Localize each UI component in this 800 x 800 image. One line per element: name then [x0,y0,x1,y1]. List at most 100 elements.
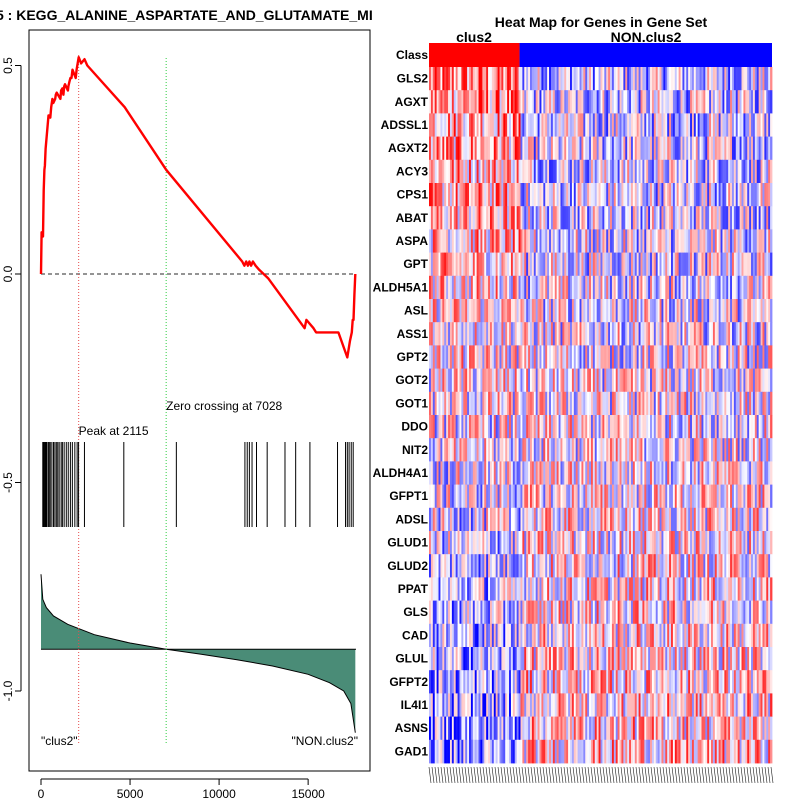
heatmap-cell [617,484,620,509]
heatmap-cell [604,600,607,625]
heatmap-cell [672,159,676,184]
heatmap-cell [484,136,487,161]
heatmap-cell [493,252,497,277]
heatmap-cell [539,670,542,694]
heatmap-cell [583,159,586,184]
heatmap-cell [768,275,771,300]
heatmap-cell [467,623,470,648]
heatmap-cell [621,647,624,671]
heatmap-cell [640,299,643,323]
heatmap-cell [451,183,455,207]
heatmap-cell [484,623,487,648]
heatmap-cell [596,206,599,230]
heatmap-cell [531,554,535,578]
heatmap-cell [562,554,565,578]
heatmap-cell [594,554,598,578]
heatmap-cell [596,368,599,393]
heatmap-cell [650,299,653,323]
heatmap-cell [621,67,624,91]
heatmap-cell [671,531,674,555]
heatmap-cell [516,600,519,625]
heatmap-cell [644,113,647,137]
heatmap-cell [457,461,460,485]
heatmap-cell [529,90,533,114]
heatmap-cell [579,90,582,114]
heatmap-cell [461,461,464,485]
heatmap-cell [728,136,731,161]
heatmap-cell [714,577,718,601]
heatmap-cell [733,275,737,300]
heatmap-cell [613,647,617,671]
heatmap-cell [474,229,478,253]
heatmap-cell [693,531,697,555]
heatmap-cell [669,531,672,555]
heatmap-cell [528,623,531,648]
heatmap-cell [537,90,540,114]
heatmap-cell [549,623,552,648]
heatmap-cell [722,577,725,601]
heatmap-cell [560,159,563,184]
heatmap-cell [711,391,714,416]
heatmap-cell [682,647,685,671]
heatmap-cell [768,183,771,207]
heatmap-cell [463,507,466,532]
heatmap-cell [676,554,680,578]
heatmap-cell [659,484,662,509]
heatmap-cell [589,90,592,114]
heatmap-cell [724,577,727,601]
heatmap-cell [499,159,502,184]
heatmap-cell [655,647,659,671]
heatmap-cell [619,229,622,253]
heatmap-cell [526,90,529,114]
heatmap-cell [735,345,739,369]
heatmap-cell [760,438,763,462]
heatmap-cell [625,229,628,253]
heatmap-cell [509,415,512,439]
heatmap-cell [470,275,474,300]
heatmap-cell [594,183,598,207]
heatmap-cell [756,322,760,346]
heatmap-cell [634,67,638,91]
heatmap-cell [667,299,670,323]
heatmap-cell [724,647,727,671]
heatmap-cell [711,531,714,555]
heatmap-cell [554,577,558,601]
heatmap-cell [703,322,706,346]
heatmap-cell [570,484,573,509]
heatmap-cell [436,90,439,114]
heatmap-cell [617,159,620,184]
ranked-metric-outline [40,574,356,733]
heatmap-cell [651,368,655,393]
heatmap-cell [730,113,733,137]
heatmap-cell [482,577,485,601]
heatmap-cell [663,484,666,509]
heatmap-cell [611,391,615,416]
heatmap-cell [625,531,628,555]
heatmap-cell [638,322,641,346]
heatmap-cell [520,159,523,184]
heatmap-cell [510,183,514,207]
heatmap-cell [762,554,765,578]
heatmap-cell [552,438,556,462]
heatmap-cell [474,647,478,671]
heatmap-cell [529,275,533,300]
heatmap-cell [596,275,599,300]
heatmap-cell [711,113,714,137]
heatmap-cell [739,113,742,137]
heatmap-cell [630,136,634,161]
heatmap-cell [693,391,697,416]
heatmap-cell [457,183,460,207]
heatmap-cell [617,647,620,671]
heatmap-cell [627,507,630,532]
heatmap-cell [470,345,474,369]
heatmap-cell [610,136,613,161]
heatmap-cell [651,461,655,485]
heatmap-cell [627,322,630,346]
heatmap-cell [491,415,495,439]
heatmap-cell [429,206,432,230]
heatmap-cell [495,136,498,161]
heatmap-cell [716,322,720,346]
heatmap-cell [762,507,765,532]
heatmap-row [429,368,773,393]
heatmap-cell [667,391,670,416]
